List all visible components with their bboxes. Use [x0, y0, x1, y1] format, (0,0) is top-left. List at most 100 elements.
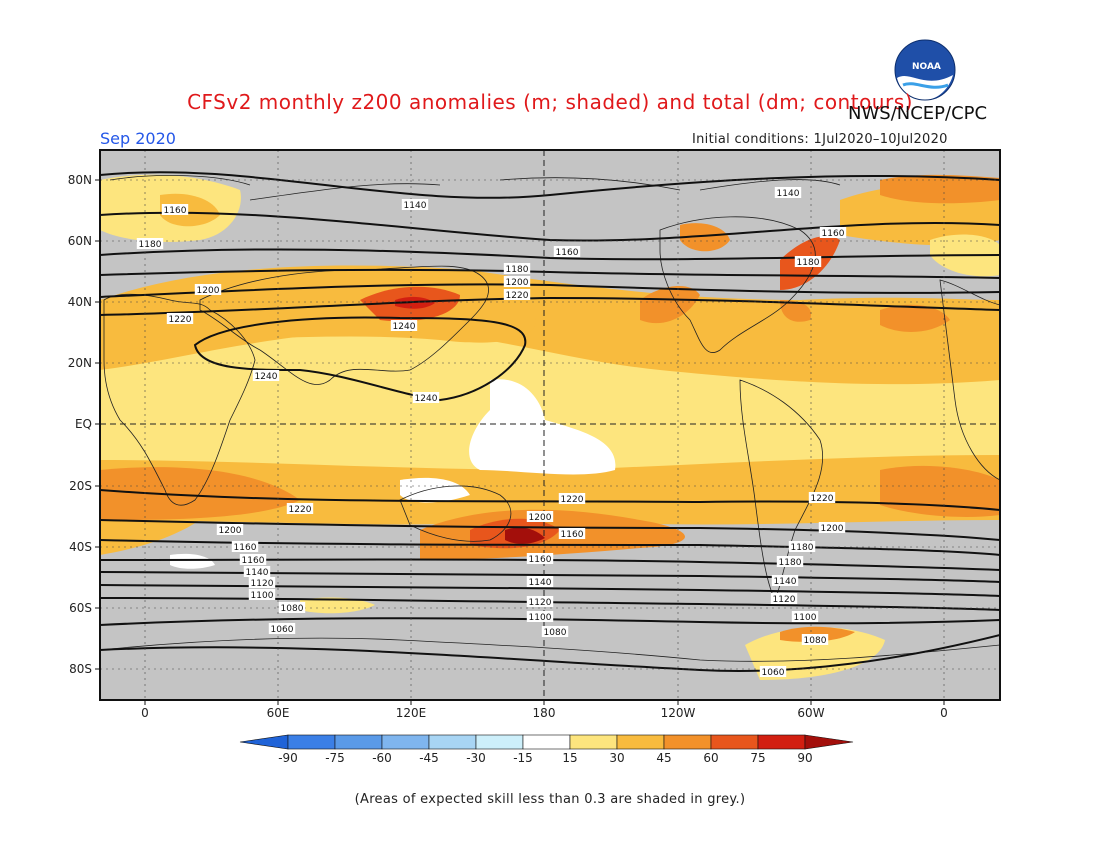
skill-footnote: (Areas of expected skill less than 0.3 a… [354, 792, 746, 807]
colorbar-tick-label: 15 [562, 751, 577, 765]
lat-label: 20N [67, 356, 92, 370]
figure-title: CFSv2 monthly z200 anomalies (m; shaded)… [187, 90, 913, 114]
contour-label: 1060 [271, 625, 294, 635]
lon-label: 120W [660, 706, 696, 720]
contour-label-bg [558, 493, 586, 504]
noaa-logo-text: NOAA [912, 62, 941, 72]
colorbar-tick-label: 75 [750, 751, 765, 765]
colorbar-swatch [522, 734, 571, 750]
colorbar-swatch [757, 734, 806, 750]
map-frame [99, 149, 1001, 701]
contour-label-bg [278, 602, 306, 613]
contour-label-bg [239, 554, 267, 565]
colorbar-swatch [569, 734, 618, 750]
contour-label-bg [231, 541, 259, 552]
contour-label: 1120 [773, 595, 796, 605]
contour-label-bg [248, 577, 276, 588]
contour-label-bg [819, 227, 847, 238]
contour-label-bg [243, 566, 271, 577]
colorbar-tick-label: 90 [797, 751, 812, 765]
contour-label-bg [541, 626, 569, 637]
contour-label-bg [503, 263, 531, 274]
colorbar-tick-label: 45 [656, 751, 671, 765]
contour-label-bg [286, 503, 314, 514]
contour-label-bg [788, 541, 816, 552]
contour-label-bg [558, 528, 586, 539]
contour-label-bg [526, 576, 554, 587]
colorbar-tick-label: -30 [466, 751, 486, 765]
contour-label: 1140 [774, 577, 797, 587]
contour-label: 1220 [289, 505, 312, 515]
contour-label: 1160 [822, 229, 845, 239]
colorbar-swatch [381, 734, 430, 750]
lon-label: 180 [532, 706, 556, 720]
contour-label-bg [771, 575, 799, 586]
contour-label: 1140 [777, 189, 800, 199]
colorbar-swatch [663, 734, 712, 750]
contour-label-bg [526, 511, 554, 522]
contour-label: 1160 [556, 248, 579, 258]
colorbar-swatch [475, 734, 524, 750]
colorbar-swatch [428, 734, 477, 750]
contour-label: 1060 [762, 668, 785, 678]
contour-label-bg [526, 596, 554, 607]
contour-label: 1240 [255, 372, 278, 382]
contour-label-bg [526, 611, 554, 622]
contour-label-bg [194, 284, 222, 295]
contour-label: 1160 [234, 543, 257, 553]
contour-label: 1080 [544, 628, 567, 638]
colorbar-tick-label: -15 [513, 751, 533, 765]
colorbar-tick-label: -60 [372, 751, 392, 765]
contour-label: 1180 [506, 265, 529, 275]
noaa-logo [894, 39, 956, 101]
lon-label: 60E [266, 706, 290, 720]
contour-label-bg [412, 392, 440, 403]
colorbar-arrow-low [239, 734, 289, 750]
contour-labels: 1140 1140 1160 1160 1160 1180 1180 1180 1200 1200… [136, 187, 847, 678]
lon-label: 60W [797, 706, 825, 720]
initial-conditions: Initial conditions: 1Jul2020–10Jul2020 [692, 132, 948, 147]
contour-label-bg [216, 524, 244, 535]
contour-label-bg [401, 199, 429, 210]
contour-label: 1120 [251, 579, 274, 589]
contour-label: 1180 [797, 258, 820, 268]
contour-label-bg [166, 313, 194, 324]
lat-label: EQ [74, 417, 92, 431]
contour-label: 1080 [281, 604, 304, 614]
contour-label-bg [818, 522, 846, 533]
colorbar-tick-label: 30 [609, 751, 624, 765]
anomaly-shading [100, 150, 1000, 700]
contour-label: 1140 [529, 578, 552, 588]
lat-label: 80S [69, 662, 92, 676]
lat-label: 20S [69, 479, 92, 493]
colorbar-tick-label: -45 [419, 751, 439, 765]
colorbar-swatch [710, 734, 759, 750]
equator-dateline [100, 150, 1000, 700]
contour-label: 1140 [246, 568, 269, 578]
contour-label: 1200 [529, 513, 552, 523]
contour-label: 1220 [811, 494, 834, 504]
colorbar-swatch [334, 734, 383, 750]
lon-label: 120E [395, 706, 427, 720]
lat-label: 60S [69, 601, 92, 615]
contour-label: 1160 [529, 555, 552, 565]
colorbar: -90 -75 -60 -45 -30 -15 15 30 45 60 75 90 [239, 734, 854, 765]
contour-label-bg [776, 556, 804, 567]
contour-label-bg [794, 256, 822, 267]
contour-label: 1220 [169, 315, 192, 325]
agency-label: NWS/NCEP/CPC [848, 103, 988, 124]
contour-label-bg [791, 611, 819, 622]
contour-label-bg [808, 492, 836, 503]
contour-label-bg [503, 289, 531, 300]
contour-label: 1220 [506, 291, 529, 301]
contour-label-bg [390, 320, 418, 331]
contour-label: 1160 [561, 530, 584, 540]
contour-label-bg [526, 553, 554, 564]
contour-label-bg [759, 666, 787, 677]
contour-label-bg [248, 589, 276, 600]
colorbar-arrow-high [804, 734, 854, 750]
contour-label-bg [161, 204, 189, 215]
contour-label: 1100 [251, 591, 274, 601]
contour-label: 1200 [219, 526, 242, 536]
contour-label: 1220 [561, 495, 584, 505]
